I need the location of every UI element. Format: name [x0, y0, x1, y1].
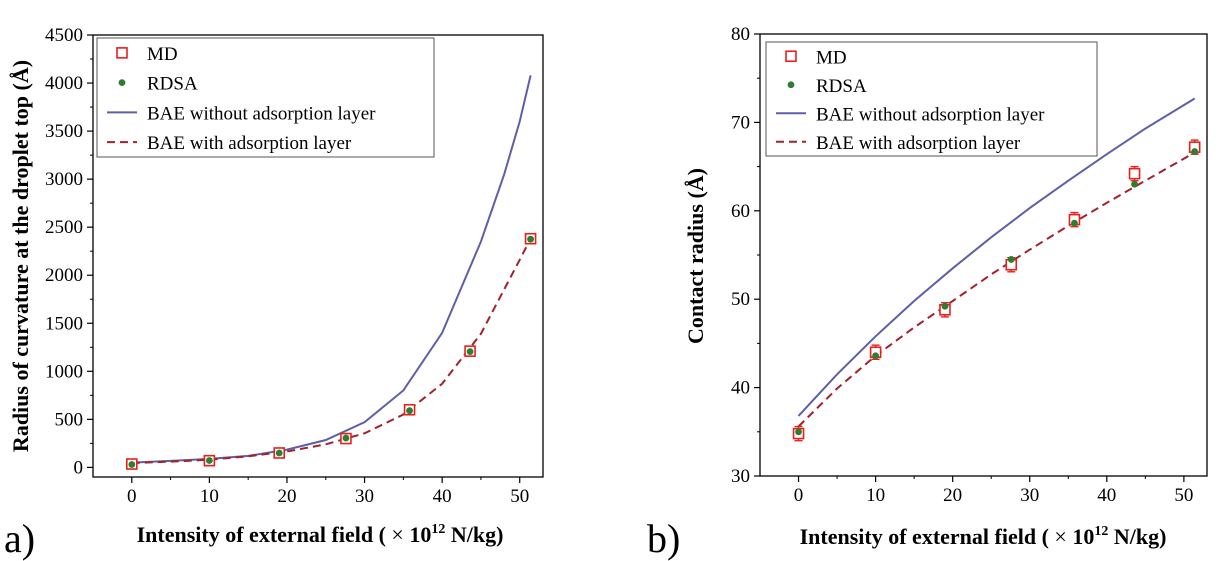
- x-tick-label: 50: [510, 486, 529, 507]
- y-tick-label: 60: [731, 201, 750, 222]
- legend-box: [96, 37, 435, 158]
- legend-box: [765, 41, 1098, 157]
- y-tick-label: 4000: [45, 73, 83, 94]
- legend-rdsa-swatch: [118, 79, 126, 87]
- panel-label: b): [647, 516, 680, 561]
- rdsa-point: [406, 407, 413, 415]
- x-tick-label: 0: [127, 486, 137, 507]
- legend-entry-label: MD: [147, 44, 178, 65]
- y-tick-label: 3000: [45, 169, 83, 190]
- y-tick-label: 50: [731, 289, 750, 310]
- y-tick-label: 40: [731, 378, 750, 399]
- rdsa-point: [1191, 148, 1199, 155]
- x-tick-label: 0: [794, 485, 804, 506]
- legend-entry-label: BAE with adsorption layer: [147, 133, 352, 154]
- x-tick-label: 20: [943, 485, 962, 506]
- rdsa-point: [527, 235, 534, 243]
- x-tick-label: 10: [200, 486, 219, 507]
- y-tick-label: 70: [731, 112, 750, 133]
- chart-panel-a: 0 10 20 30 40 5005001000150020002500300035004…: [4, 25, 544, 561]
- plot-frame: [92, 34, 544, 478]
- legend-md-swatch: [116, 47, 128, 59]
- rdsa-point: [466, 348, 474, 356]
- rdsa-point: [275, 449, 283, 457]
- y-tick-label: 0: [74, 457, 84, 478]
- legend-entry-label: BAE without adsorption layer: [816, 104, 1045, 125]
- y-tick-label: 30: [731, 466, 750, 487]
- x-tick-label: 30: [1020, 485, 1039, 506]
- x-tick-label: 40: [433, 486, 452, 507]
- rdsa-point: [128, 461, 136, 468]
- x-axis-label: Intensity of external field ( × 1012 N/k…: [800, 524, 1167, 549]
- legend: MD RDSA BAE without adsorption layer BAE wi…: [765, 41, 1098, 157]
- x-tick-label: 10: [866, 485, 885, 506]
- legend-entry-label: BAE without adsorption layer: [147, 103, 376, 124]
- legend-md-swatch: [785, 50, 797, 63]
- y-axis-label: Radius of curvature at the droplet top (…: [8, 60, 33, 452]
- y-axis-label: Contact radius (Å): [683, 168, 708, 344]
- rdsa-point: [1131, 180, 1138, 188]
- y-tick-label: 3500: [45, 121, 83, 142]
- y-tick-label: 1000: [45, 361, 83, 382]
- y-tick-label: 4500: [45, 25, 83, 46]
- rdsa-point: [1007, 256, 1015, 263]
- rdsa-point: [1071, 219, 1078, 227]
- rdsa-point: [941, 302, 949, 310]
- x-tick-label: 30: [355, 486, 374, 507]
- x-tick-label: 40: [1097, 485, 1116, 506]
- x-tick-label: 50: [1174, 485, 1193, 506]
- bae-without-adsorption-curve: [797, 97, 1196, 417]
- rdsa-point: [342, 434, 350, 442]
- y-tick-label: 2500: [45, 217, 83, 238]
- y-tick-label: 80: [731, 24, 750, 45]
- legend-entry-label: MD: [816, 47, 847, 68]
- legend: MD RDSA BAE without adsorption layer BAE wi…: [96, 37, 435, 158]
- legend-entry-label: RDSA: [147, 74, 198, 95]
- x-tick-label: 20: [277, 486, 296, 507]
- legend-rdsa-swatch: [787, 81, 795, 89]
- y-tick-label: 1500: [45, 313, 83, 334]
- rdsa-point: [795, 428, 802, 436]
- bae-with-adsorption-curve: [797, 151, 1196, 428]
- legend-entry-label: BAE with adsorption layer: [816, 133, 1021, 154]
- panel-label: a): [4, 516, 35, 561]
- rdsa-point: [872, 352, 880, 360]
- y-tick-label: 2000: [45, 265, 83, 286]
- x-axis-label: Intensity of external field ( × 1012 N/k…: [137, 522, 504, 547]
- md-point: [1128, 167, 1141, 180]
- chart-panel-b: 0 10 20 30 40 50 30 40 50 60 70 80 MD RDSA BAE without…: [647, 24, 1208, 561]
- legend-entry-label: RDSA: [816, 76, 867, 97]
- rdsa-point: [205, 457, 213, 464]
- y-tick-label: 500: [55, 409, 84, 430]
